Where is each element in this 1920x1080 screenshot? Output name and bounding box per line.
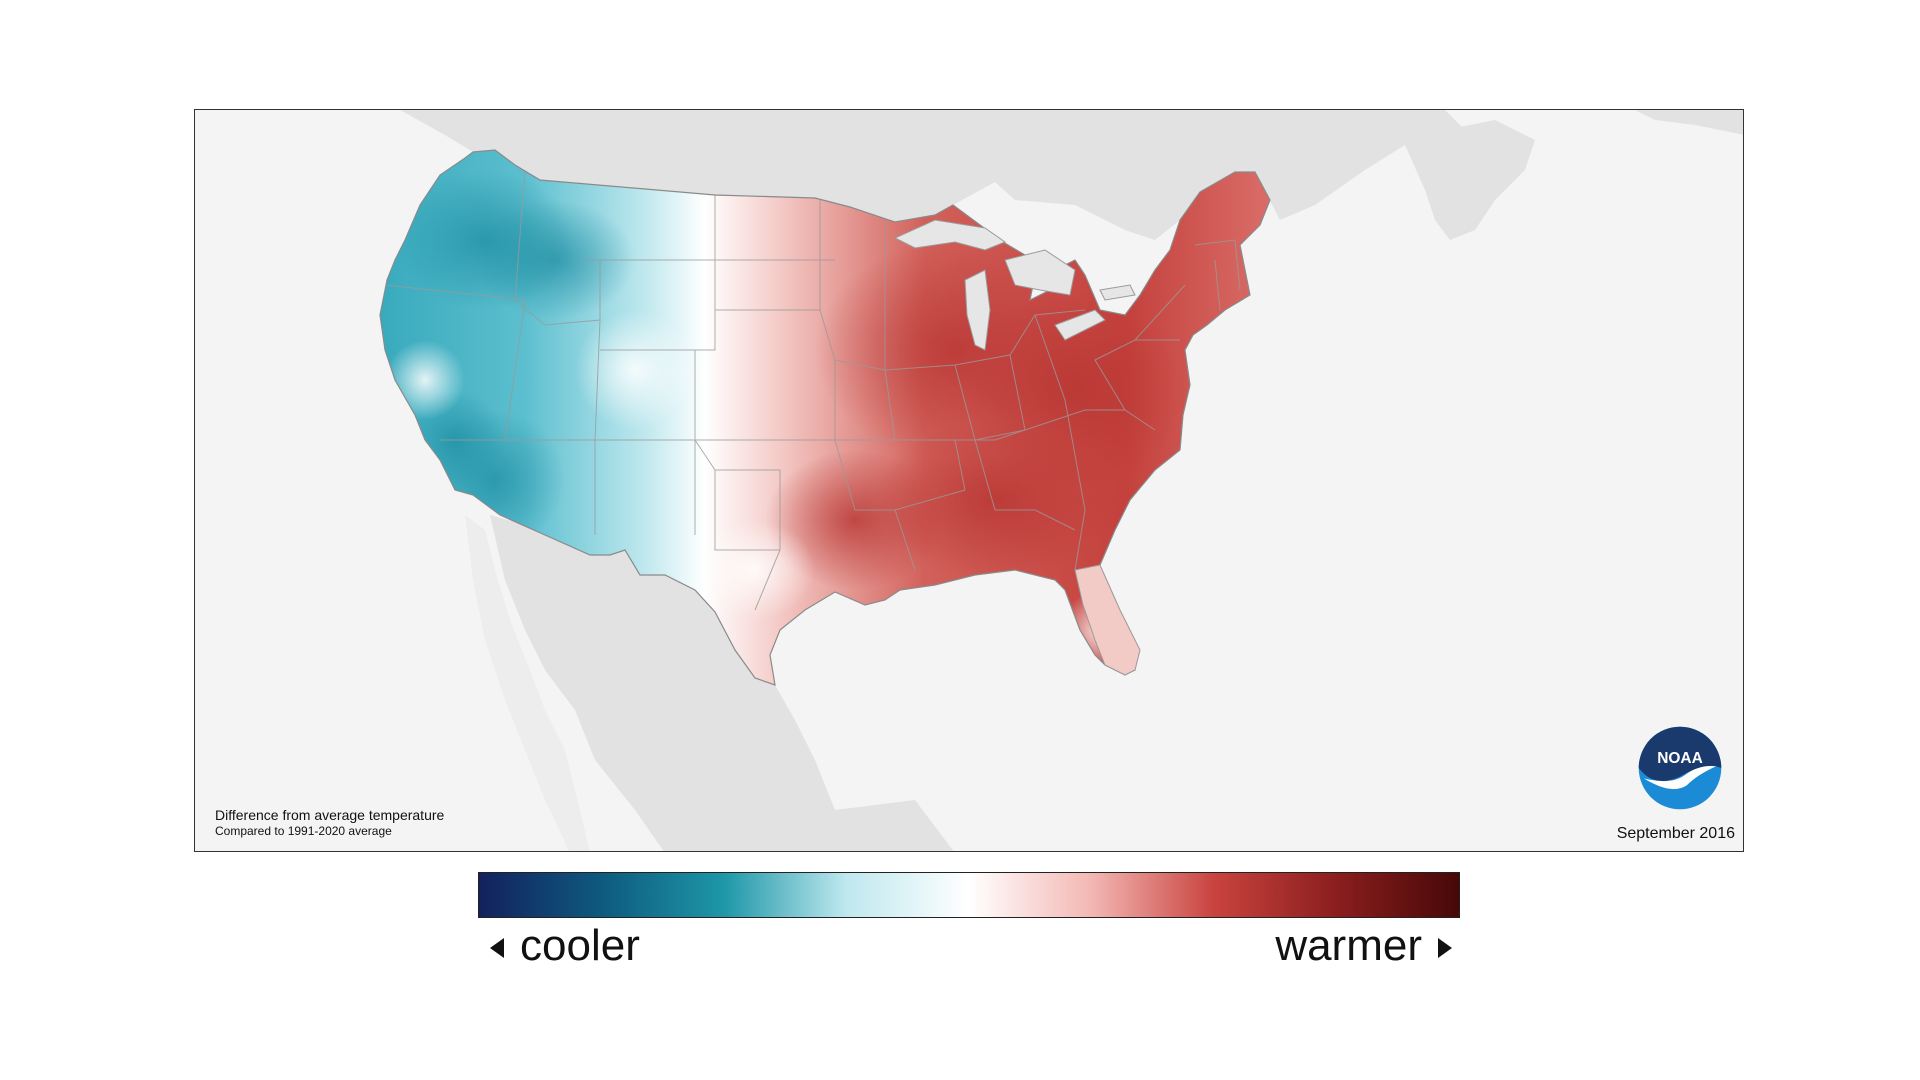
cooler-legend: cooler — [490, 920, 640, 972]
warmer-legend: warmer — [1275, 920, 1452, 972]
noaa-logo: NOAA — [1638, 726, 1722, 810]
right-arrow-icon — [1438, 938, 1452, 959]
left-arrow-icon — [490, 938, 504, 959]
cooler-label: cooler — [520, 921, 640, 970]
temperature-anomaly-map — [379, 110, 1743, 851]
date-label: September 2016 — [1616, 825, 1735, 842]
noaa-logo-text: NOAA — [1657, 750, 1703, 767]
great-lakes — [893, 219, 1136, 351]
caption-title: Difference from average temperature — [215, 806, 445, 823]
warmer-label: warmer — [1275, 921, 1422, 970]
surrounding-land — [400, 110, 1743, 851]
color-scale-bar — [478, 872, 1460, 918]
caption-subtitle: Compared to 1991-2020 average — [215, 824, 392, 838]
map-caption: Difference from average temperature Comp… — [215, 807, 444, 840]
baja-peninsula — [465, 515, 590, 851]
florida-peninsula — [1074, 564, 1141, 676]
map-panel: Difference from average temperature Comp… — [194, 109, 1744, 852]
